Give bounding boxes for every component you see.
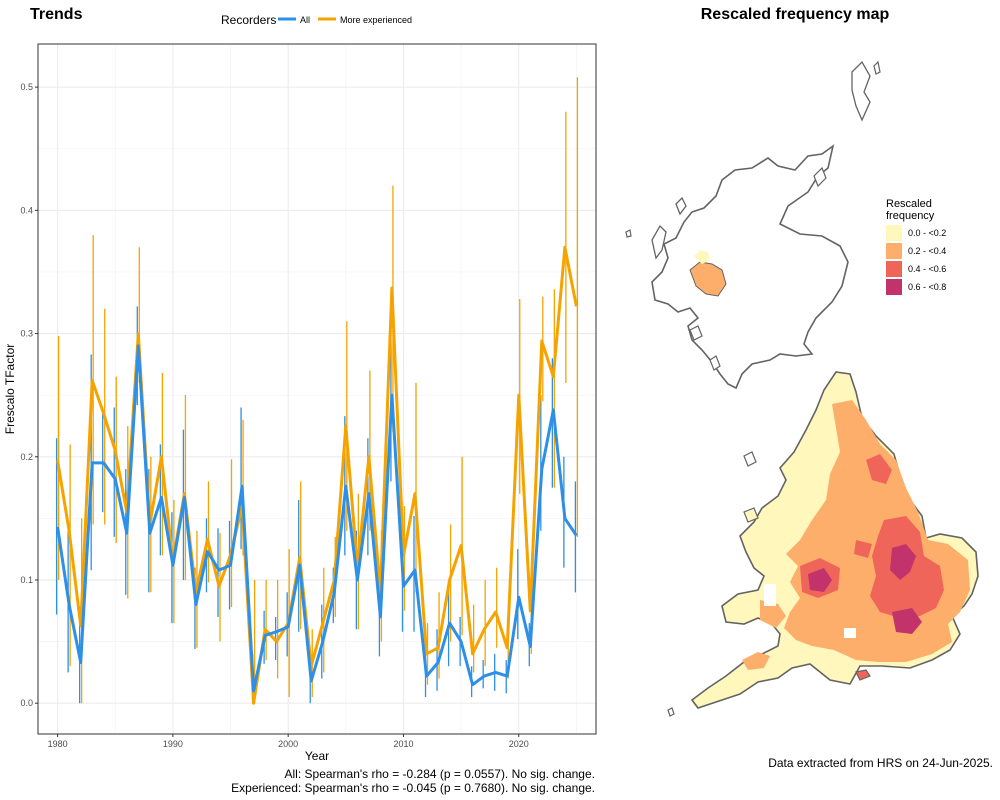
zone-0-2-0-4-southwest: [742, 652, 770, 670]
scilly-outline: [667, 707, 675, 717]
y-tick-label: 0.1: [20, 575, 33, 585]
isle-of-wight-outline: [855, 669, 871, 681]
orkney-outline: [813, 166, 827, 188]
x-axis-title: Year: [305, 749, 329, 763]
x-tick-label: 2010: [393, 739, 413, 749]
no-data-patch: [844, 628, 856, 638]
y-axis-title: Frescalo TFactor: [3, 344, 17, 434]
axis-ticks: 1980 1990 2000 2010 2020 0.0 0.1 0.2 0.3 0.4 0.5: [20, 82, 528, 749]
map-legend-swatch: [886, 279, 902, 295]
shetland-outline: [851, 60, 871, 122]
legend-title: Recorders: [221, 13, 276, 27]
legend-label-all: All: [300, 15, 310, 25]
no-data-patch: [764, 584, 776, 606]
zone-0-6-0-8-central: [890, 544, 916, 580]
zone-0-6-0-8-west: [808, 568, 832, 592]
y-tick-label: 0.2: [20, 452, 33, 462]
zone-0-4-0-6-north: [866, 454, 892, 484]
outer-hebrides-outline: [651, 224, 667, 260]
anglesey-outline: [743, 507, 759, 523]
series-line-more-experienced: [56, 245, 578, 705]
y-tick-label: 0.5: [20, 82, 33, 92]
stat-line-experienced: Experienced: Spearman's rho = -0.045 (p …: [231, 781, 595, 795]
map-legend-swatch: [886, 243, 902, 259]
shetland-islet-outline: [873, 60, 881, 75]
x-tick-label: 1990: [163, 739, 183, 749]
series-line-all: [56, 344, 578, 693]
zone-0-4-0-6-midlands: [854, 540, 872, 558]
zone-0-6-0-8-south: [892, 608, 922, 634]
island-outline: [709, 355, 721, 371]
map-legend-swatch: [886, 261, 902, 277]
trends-legend: Recorders All More experienced: [221, 13, 412, 27]
frequency-map: [625, 60, 979, 717]
y-tick-label: 0.4: [20, 205, 33, 215]
isle-of-man-outline: [743, 451, 757, 467]
map-legend-title-line-2: frequency: [886, 210, 935, 222]
y-tick-label: 0.3: [20, 329, 33, 339]
map-legend-title-line-1: Rescaled: [886, 198, 932, 210]
map-legend-label: 0.0 - <0.2: [908, 228, 946, 238]
zone-0-2-0-4-wales: [760, 600, 786, 628]
scotland-highland-low-patch: [694, 250, 710, 264]
map-legend: Rescaled frequency 0.0 - <0.2 0.2 - <0.4…: [886, 198, 946, 295]
plot-panel-border: [37, 43, 597, 735]
map-legend-swatch: [886, 225, 902, 241]
series-lines: [56, 245, 578, 705]
map-legend-label: 0.2 - <0.4: [908, 246, 946, 256]
x-tick-label: 2020: [509, 739, 529, 749]
island-outline: [625, 229, 632, 238]
y-tick-label: 0.0: [20, 698, 33, 708]
plot-gridlines: [38, 44, 596, 734]
map-title: Rescaled frequency map: [701, 6, 890, 23]
x-tick-label: 2000: [278, 739, 298, 749]
x-tick-label: 1980: [48, 739, 68, 749]
trends-title: Trends: [30, 6, 83, 23]
legend-label-more-experienced: More experienced: [340, 15, 412, 25]
data-extraction-note: Data extracted from HRS on 24-Jun-2025.: [768, 756, 993, 770]
island-outline: [689, 325, 703, 341]
map-legend-label: 0.4 - <0.6: [908, 264, 946, 274]
map-legend-label: 0.6 - <0.8: [908, 282, 946, 292]
stat-line-all: All: Spearman's rho = -0.284 (p = 0.0557…: [285, 767, 595, 781]
island-outline: [675, 196, 687, 216]
